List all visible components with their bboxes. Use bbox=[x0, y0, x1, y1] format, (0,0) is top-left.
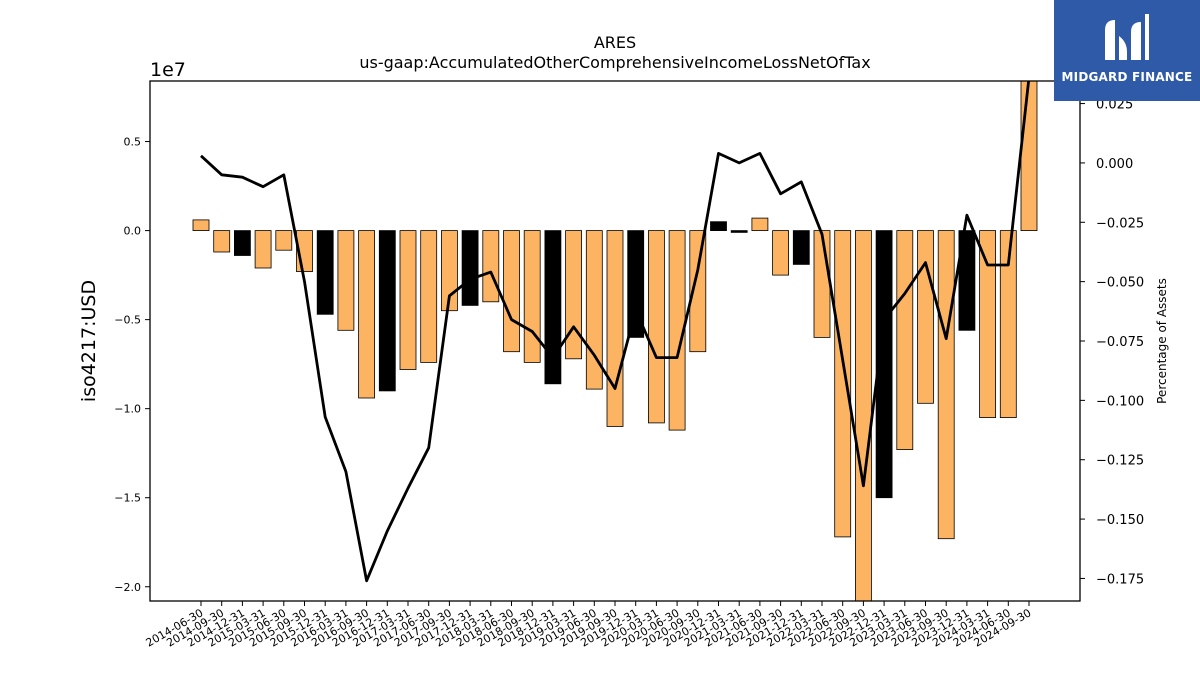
bar-2019-09-30 bbox=[606, 230, 624, 427]
y2-tick-label: −0.075 bbox=[1096, 335, 1144, 350]
bar-2014-09-30 bbox=[213, 230, 231, 253]
bar-2024-06-30 bbox=[999, 230, 1017, 419]
bar-2021-12-31 bbox=[792, 230, 810, 265]
y-tick-label: −1.0 bbox=[114, 403, 141, 416]
bar-2021-06-30 bbox=[751, 217, 769, 232]
y-tick-label: −1.5 bbox=[114, 492, 141, 505]
y2-axis-label: Percentage of Assets bbox=[1155, 278, 1169, 404]
logo-text: MIDGARD FINANCE bbox=[1061, 70, 1193, 84]
y-axis-ticks: 0.5 0.0 −0.5 −1.0 −1.5 −2.0 bbox=[114, 136, 150, 594]
y2-tick-label: −0.025 bbox=[1096, 216, 1144, 231]
line-series bbox=[200, 81, 1031, 583]
bar-2022-09-30 bbox=[855, 230, 872, 601]
bar-2017-09-30 bbox=[440, 230, 458, 312]
bar-2023-03-31 bbox=[896, 230, 914, 451]
y-tick-label: −0.5 bbox=[114, 314, 141, 327]
y-tick-label: −2.0 bbox=[114, 581, 141, 594]
y2-tick-label: −0.050 bbox=[1096, 276, 1144, 291]
bar-2018-12-31 bbox=[544, 230, 562, 385]
chart-subtitle: us-gaap:AccumulatedOtherComprehensiveInc… bbox=[359, 53, 870, 72]
bar-2016-09-30 bbox=[358, 230, 376, 399]
bar-2017-06-30 bbox=[420, 230, 438, 363]
bar-2015-12-31 bbox=[316, 230, 334, 315]
bar-2022-12-31 bbox=[875, 230, 893, 499]
brand-logo: MIDGARD FINANCE bbox=[1054, 0, 1200, 101]
bar-2023-09-30 bbox=[937, 230, 955, 540]
y-offset-text: 1e7 bbox=[150, 59, 186, 81]
bar-2015-06-30 bbox=[275, 230, 293, 251]
bar-2023-06-30 bbox=[917, 230, 934, 404]
y2-tick-label: 0.000 bbox=[1096, 157, 1133, 172]
bar-2017-03-31 bbox=[399, 230, 417, 370]
y2-tick-label: −0.175 bbox=[1096, 572, 1144, 587]
y2-tick-label: −0.125 bbox=[1096, 454, 1144, 469]
bar-2016-03-31 bbox=[337, 230, 355, 331]
bar-2020-12-31 bbox=[710, 221, 727, 231]
bar-2016-12-31 bbox=[378, 230, 396, 392]
y-tick-label: 0.5 bbox=[124, 136, 142, 149]
bar-2024-09-30 bbox=[1020, 81, 1038, 231]
bar-2018-03-31 bbox=[482, 230, 500, 303]
bar-2023-12-31 bbox=[958, 230, 976, 331]
x-axis-ticks: 2014-06-302014-09-302014-12-312015-03-31… bbox=[144, 601, 1034, 650]
bar-2024-03-31 bbox=[979, 230, 996, 419]
percentage-of-assets-line bbox=[200, 81, 1031, 583]
y2-axis-ticks: 0.025 0.000 −0.025 −0.050 −0.075 −0.100 −0.125… bbox=[1080, 98, 1144, 587]
bar-2020-06-30 bbox=[668, 230, 686, 431]
bar-2021-03-31 bbox=[730, 230, 748, 233]
y-axis-label: iso4217:USD bbox=[78, 280, 100, 402]
bar-2015-03-31 bbox=[254, 230, 272, 269]
bar-2018-09-30 bbox=[523, 230, 541, 363]
bar-2022-03-31 bbox=[813, 230, 831, 338]
y2-tick-label: −0.150 bbox=[1096, 513, 1144, 528]
logo-mark-icon bbox=[1105, 14, 1149, 60]
plot-frame bbox=[149, 80, 1081, 602]
y2-tick-label: −0.100 bbox=[1096, 394, 1144, 409]
y-tick-label: 0.0 bbox=[124, 225, 142, 238]
bar-2020-09-30 bbox=[689, 230, 707, 353]
bar-2020-03-31 bbox=[648, 230, 665, 424]
bar-2014-12-31 bbox=[233, 230, 251, 256]
bar-2017-12-31 bbox=[461, 230, 479, 306]
bar-2019-03-31 bbox=[565, 230, 582, 360]
chart-title: ARES bbox=[594, 33, 636, 52]
y2-tick-label: 0.025 bbox=[1096, 98, 1133, 113]
bar-series bbox=[192, 81, 1038, 601]
bar-2019-12-31 bbox=[627, 230, 645, 338]
bar-2021-09-30 bbox=[772, 230, 789, 276]
bar-2014-06-30 bbox=[192, 219, 210, 231]
bar-2018-06-30 bbox=[503, 230, 520, 353]
bar-2022-06-30 bbox=[834, 230, 852, 538]
